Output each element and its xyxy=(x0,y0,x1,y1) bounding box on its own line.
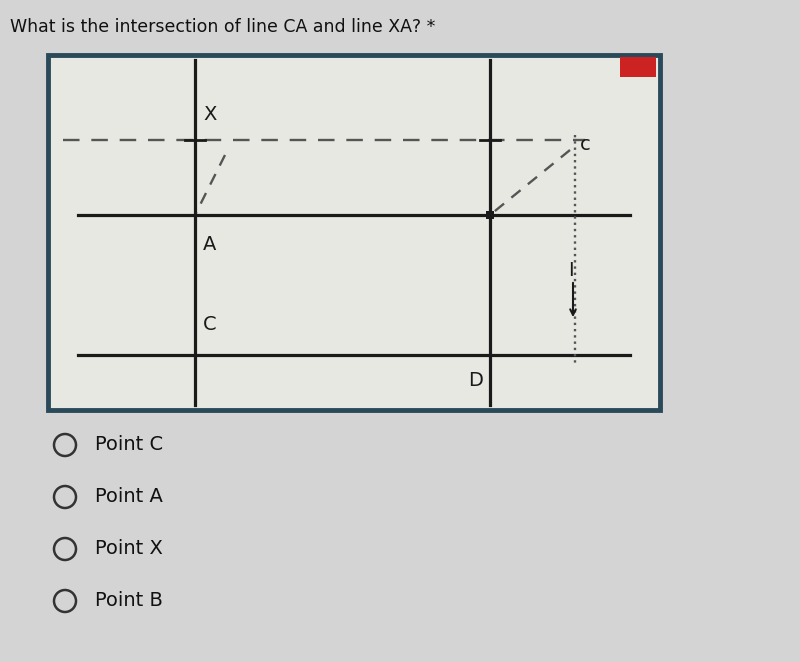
Text: C: C xyxy=(203,316,217,334)
Text: D: D xyxy=(468,371,483,389)
Text: I: I xyxy=(568,261,574,279)
Text: Point B: Point B xyxy=(95,592,163,610)
Bar xyxy=(48,55,660,410)
Bar xyxy=(486,211,494,219)
Text: What is the intersection of line CA and line XA? *: What is the intersection of line CA and … xyxy=(10,18,435,36)
Text: Point A: Point A xyxy=(95,487,163,506)
Text: X: X xyxy=(203,105,216,124)
Text: c: c xyxy=(580,136,590,154)
Text: Point C: Point C xyxy=(95,436,163,455)
Text: A: A xyxy=(203,236,216,254)
Bar xyxy=(620,57,656,77)
Text: Point X: Point X xyxy=(95,540,163,559)
